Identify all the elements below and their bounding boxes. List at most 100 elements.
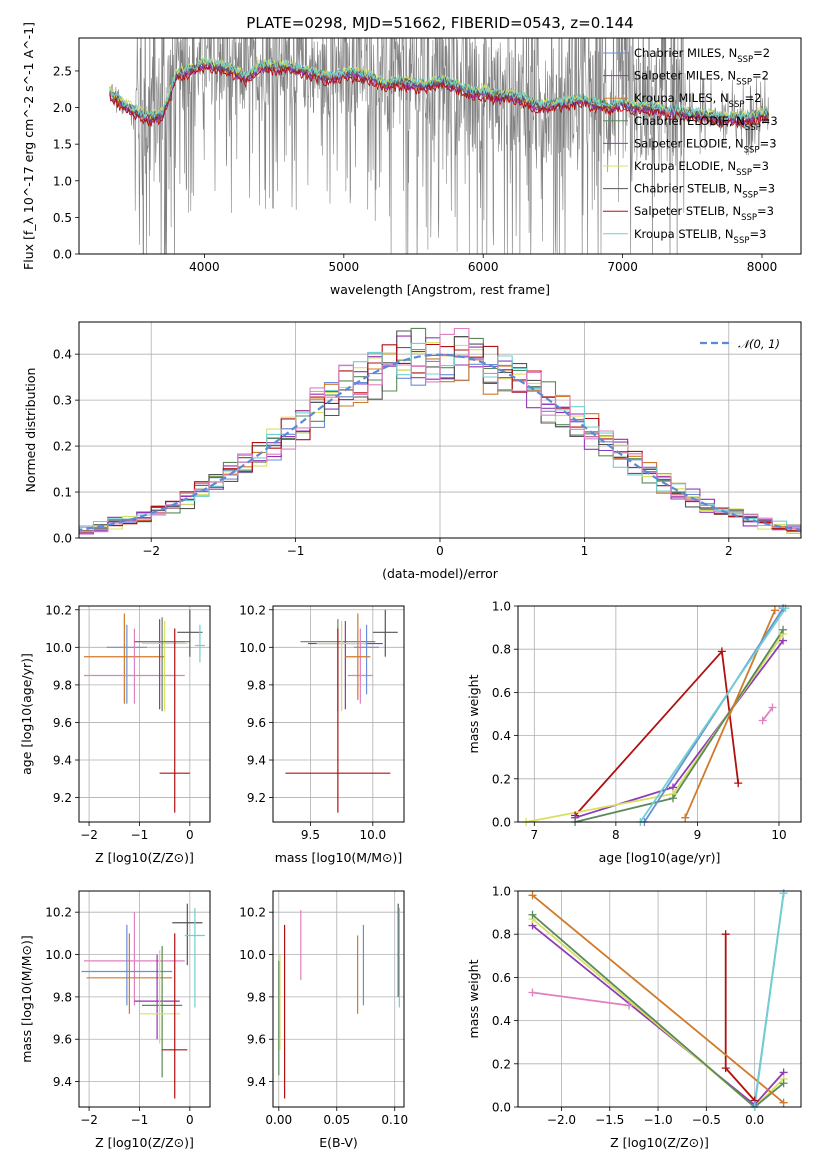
- y-tick-label: 0.0: [53, 532, 72, 546]
- y-tick-label: 1.0: [492, 885, 511, 899]
- legend-entry-7: Salpeter STELIB, NSSP=3: [634, 204, 774, 223]
- x-tick-label: 10.0: [359, 828, 386, 842]
- panel-age_vs_Z: −2 −1 0 9.2 9.4 9.6 9.8 10.0 10.2 Z [log10(Z/Z⊙)]…: [19, 603, 211, 865]
- errorbar-point-2: [316, 621, 367, 712]
- legend-entry-normal: 𝒩(0, 1): [738, 337, 780, 351]
- legend-entry-3: Chabrier ELODIE, NSSP=3: [634, 114, 778, 133]
- y-tick-label: 10.2: [45, 906, 72, 920]
- legend-tail: =2: [753, 46, 770, 60]
- y-tick-label: 9.8: [53, 990, 72, 1004]
- x-tick-label: 0.05: [323, 1113, 350, 1127]
- series-marker-0: [721, 930, 730, 939]
- plot-area-age_vs_Z: [84, 609, 205, 813]
- errorbar-point-5: [139, 950, 180, 1044]
- panel-massweight_vs_Z: −2.0 −1.5 −1.0 −0.5 0.0 0.0 0.2 0.4 0.6 0.8 1.0 Z […: [466, 885, 802, 1150]
- y-tick-label: 9.6: [247, 1033, 266, 1047]
- legend-sub: SSP: [736, 78, 752, 88]
- series-line-5: [531, 894, 785, 1104]
- y-tick-label: 10.0: [45, 641, 72, 655]
- x-tick-label: −1: [131, 1113, 149, 1127]
- errorbar-point-7: [345, 613, 371, 700]
- errorbar-point-7: [177, 609, 203, 657]
- x-axis-label: Z [log10(Z/Z⊙)]: [610, 1135, 709, 1150]
- plot-area-spectrum: [109, 38, 770, 254]
- series-marker-7: [779, 889, 788, 898]
- legend-sub: SSP: [745, 123, 761, 133]
- x-tick-label: 9: [694, 828, 702, 842]
- y-tick-label: 9.8: [247, 678, 266, 692]
- series-marker-1: [625, 1001, 634, 1010]
- series-marker-3: [668, 794, 677, 803]
- y-tick-label: 1.5: [53, 138, 72, 152]
- x-tick-label: −0.5: [692, 1113, 721, 1127]
- errorbar-point-4: [141, 621, 188, 712]
- series-marker-0: [717, 647, 726, 656]
- series-marker-1: [528, 988, 537, 997]
- errorbar-point-1: [84, 613, 165, 704]
- y-tick-label: 0.2: [492, 1057, 511, 1071]
- x-tick-label: 0: [186, 828, 194, 842]
- errorbar-point-0: [106, 624, 148, 704]
- x-axis-label: wavelength [Angstrom, rest frame]: [330, 282, 550, 297]
- y-tick-label: 0.8: [492, 928, 511, 942]
- y-tick-label: 0.1: [53, 486, 72, 500]
- legend-label: Kroupa ELODIE, N: [634, 159, 736, 173]
- figure-title: PLATE=0298, MJD=51662, FIBERID=0543, z=0…: [246, 14, 633, 32]
- legend-sub: SSP: [734, 236, 750, 246]
- legend-label: Kroupa MILES, N: [634, 91, 729, 105]
- y-axis-label: age [log10(age/yr)]: [19, 653, 34, 775]
- series-marker-4: [779, 1079, 788, 1088]
- legend-sub: SSP: [736, 168, 752, 178]
- legend-label: Kroupa STELIB, N: [634, 227, 734, 241]
- series-line-1: [532, 991, 630, 1007]
- y-tick-label: 9.8: [53, 678, 72, 692]
- legend-sub: SSP: [741, 213, 757, 223]
- y-tick-label: 0.0: [492, 816, 511, 830]
- x-axis-label: mass [log10(M/M⊙)]: [275, 850, 403, 865]
- legend-sub: SSP: [729, 100, 745, 110]
- y-tick-label: 9.6: [247, 716, 266, 730]
- y-tick-label: 10.0: [239, 641, 266, 655]
- x-tick-label: 2: [725, 544, 733, 558]
- x-tick-label: 5000: [329, 260, 360, 274]
- legend-label: Chabrier MILES, N: [634, 46, 737, 60]
- legend-tail: =3: [760, 136, 777, 150]
- legend-entry-8: Kroupa STELIB, NSSP=3: [634, 227, 766, 246]
- y-axis-label: Normed distribution: [23, 368, 38, 493]
- axes-frame: [272, 605, 405, 823]
- y-tick-label: 9.2: [53, 791, 72, 805]
- x-tick-label: 0.0: [745, 1113, 764, 1127]
- errorbar-point-8: [194, 624, 205, 663]
- x-tick-label: 6000: [468, 260, 499, 274]
- series-line-3: [531, 918, 785, 1107]
- axes-frame: [78, 605, 211, 823]
- x-tick-label: 9.5: [301, 828, 320, 842]
- x-axis-label: Z [log10(Z/Z⊙)]: [95, 1135, 194, 1150]
- x-tick-label: 0: [186, 1113, 194, 1127]
- x-tick-label: 10: [771, 828, 786, 842]
- legend-tail: =2: [744, 91, 761, 105]
- series-marker-4: [528, 910, 537, 919]
- y-tick-label: 0.4: [492, 1014, 511, 1028]
- model-line-5: [109, 55, 770, 120]
- legend-label: Salpeter STELIB, N: [634, 204, 741, 218]
- axes-frame: [517, 890, 802, 1108]
- legend-tail: =3: [752, 159, 769, 173]
- series-marker-4: [770, 606, 779, 615]
- legend-tail: =3: [761, 114, 778, 128]
- series-marker-6: [781, 604, 790, 613]
- axes-frame: [78, 321, 802, 539]
- series-marker-4: [681, 813, 690, 822]
- axes-frame: [78, 890, 211, 1108]
- y-tick-label: 0.5: [53, 211, 72, 225]
- errorbar-point-1: [307, 621, 383, 710]
- legend-tail: =3: [749, 227, 766, 241]
- series-marker-5: [528, 891, 537, 900]
- x-tick-label: 8000: [747, 260, 778, 274]
- series-marker-7: [758, 716, 767, 725]
- y-axis-label: mass [log10(M/M⊙)]: [19, 935, 34, 1063]
- y-tick-label: 10.2: [45, 603, 72, 617]
- y-tick-label: 0.6: [492, 971, 511, 985]
- y-tick-label: 9.4: [247, 754, 266, 768]
- y-tick-label: 9.8: [247, 990, 266, 1004]
